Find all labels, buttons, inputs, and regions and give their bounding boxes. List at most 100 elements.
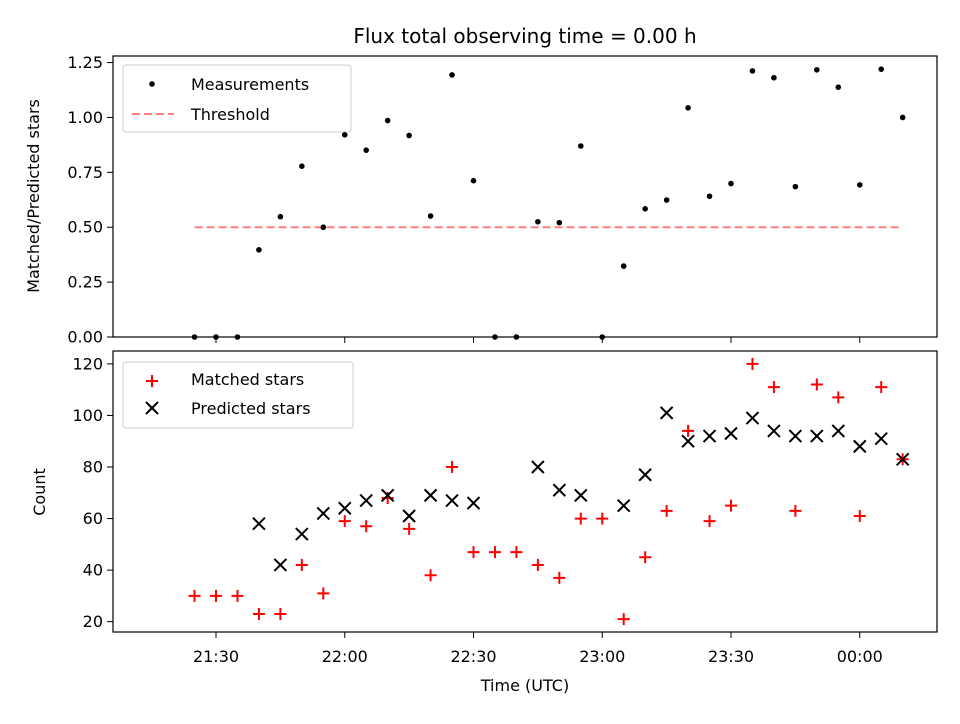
- matched-star-point: [639, 551, 652, 564]
- matched-star-point: [510, 546, 523, 559]
- bottom-legend: Matched stars Predicted stars: [122, 361, 354, 429]
- predicted-star-point: [574, 488, 588, 503]
- measurement-point: [814, 67, 820, 73]
- matched-star-point: [210, 589, 222, 602]
- predicted-star-point: [724, 426, 738, 441]
- top-y-tick-label: 0.50: [67, 218, 103, 237]
- bottom-legend-box: [122, 361, 354, 429]
- matched-star-point: [338, 515, 351, 528]
- measurement-point: [771, 74, 777, 81]
- measurement-point: [535, 218, 541, 225]
- x-tick-label: 21:30: [193, 647, 239, 666]
- matched-star-point: [446, 461, 459, 474]
- legend-matched-label: Matched stars: [191, 370, 304, 389]
- predicted-star-point: [273, 558, 288, 572]
- top-y-tick-label: 0.25: [67, 273, 103, 292]
- matched-star-point: [553, 571, 566, 584]
- measurement-point: [384, 117, 391, 124]
- top-y-tick-label: 1.25: [67, 53, 103, 72]
- measurement-point: [449, 72, 455, 78]
- measurement-point: [320, 224, 327, 231]
- predicted-star-point: [895, 452, 910, 466]
- legend-matched-marker: [146, 375, 158, 387]
- matched-star-point: [660, 504, 673, 517]
- predicted-star-point: [874, 431, 888, 446]
- measurement-point: [792, 183, 799, 190]
- predicted-star-point: [466, 496, 481, 510]
- predicted-star-point: [853, 439, 867, 454]
- matched-star-point: [467, 546, 480, 559]
- bottom-y-tick-label: 120: [72, 354, 103, 373]
- measurement-point: [620, 263, 627, 269]
- measurement-point: [256, 247, 262, 253]
- measurement-point: [277, 213, 284, 220]
- matched-star-point: [832, 391, 845, 404]
- predicted-star-point: [767, 424, 781, 438]
- measurement-point: [191, 334, 198, 340]
- matched-star-point: [746, 357, 759, 370]
- predicted-star-point: [316, 506, 330, 521]
- chart-title: Flux total observing time = 0.00 h: [353, 24, 696, 48]
- bottom-plot-frame: [112, 350, 938, 633]
- matched-star-point: [424, 569, 437, 582]
- predicted-star-point: [402, 509, 416, 523]
- bottom-y-tick-label: 40: [83, 561, 103, 580]
- legend-predicted-marker: [145, 401, 159, 415]
- legend-measurements-marker: [149, 81, 155, 87]
- measurement-point: [341, 132, 348, 138]
- predicted-star-point: [745, 411, 760, 425]
- predicted-star-point: [359, 493, 373, 508]
- measurement-point: [663, 197, 670, 203]
- matched-star-point: [274, 607, 287, 620]
- matched-star-point: [531, 558, 544, 571]
- matched-star-point: [703, 515, 716, 528]
- matched-star-point: [789, 504, 802, 517]
- matched-star-point: [231, 589, 244, 602]
- top-plot-frame: [112, 55, 938, 338]
- matched-star-point: [360, 520, 373, 533]
- measurement-point: [470, 177, 477, 184]
- top-legend: Measurements Threshold: [122, 64, 352, 133]
- matched-star-point: [853, 509, 866, 522]
- x-tick-label: 23:30: [708, 647, 754, 666]
- measurement-point: [728, 180, 734, 187]
- predicted-star-point: [380, 488, 395, 503]
- x-axis-label: Time (UTC): [480, 676, 569, 695]
- measurement-point: [899, 114, 906, 121]
- predicted-star-point: [638, 468, 652, 482]
- matched-star-point: [767, 381, 780, 394]
- measurement-point: [577, 143, 584, 149]
- predicted-star-point: [702, 429, 717, 443]
- predicted-star-point: [338, 501, 352, 515]
- predicted-star-point: [831, 424, 845, 438]
- legend-measurements-label: Measurements: [191, 75, 309, 94]
- predicted-star-point: [445, 493, 459, 508]
- legend-predicted-label: Predicted stars: [191, 399, 311, 418]
- measurement-point: [299, 163, 305, 170]
- x-tick-label: 22:30: [450, 647, 496, 666]
- matched-star-point: [295, 558, 308, 571]
- measurement-point: [685, 105, 691, 111]
- matched-star-point: [188, 589, 201, 602]
- bottom-y-tick-label: 20: [83, 612, 103, 631]
- top-legend-box: [122, 64, 352, 133]
- predicted-star-point: [552, 483, 567, 497]
- measurement-point: [749, 68, 756, 74]
- measurement-point: [642, 205, 648, 212]
- predicted-star-point: [617, 498, 631, 513]
- measurement-point: [427, 213, 434, 219]
- matched-star-point: [875, 381, 888, 394]
- predicted-star-point: [295, 527, 309, 541]
- measurement-point: [363, 147, 370, 153]
- predicted-star-point: [423, 488, 438, 503]
- predicted-star-point: [788, 429, 803, 443]
- measurement-point: [492, 334, 498, 340]
- top-y-tick-label: 0.00: [67, 328, 103, 347]
- top-y-tick-label: 0.75: [67, 163, 103, 182]
- matched-star-point: [403, 522, 416, 535]
- bottom-y-tick-label: 80: [83, 458, 103, 477]
- matched-star-point: [682, 424, 695, 437]
- matched-star-point: [596, 512, 609, 525]
- matched-star-point: [488, 546, 501, 559]
